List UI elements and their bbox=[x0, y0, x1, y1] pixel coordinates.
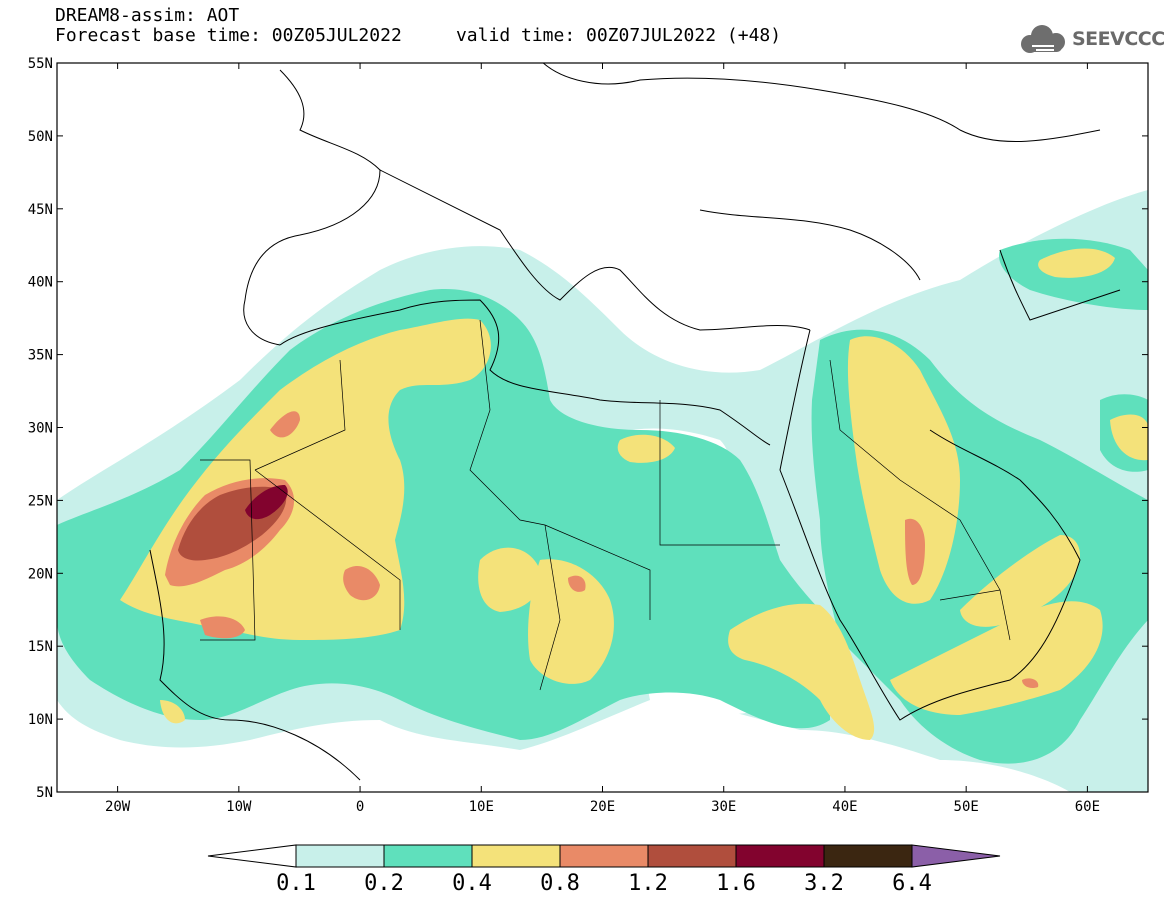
latitude-labels: 55N 50N 45N 40N 35N 30N 25N 20N 15N 10N 5N bbox=[28, 56, 53, 801]
colorbar-segment bbox=[383, 844, 473, 868]
longitude-labels: 20W 10W 0 10E 20E 30E 40E 50E 60E bbox=[105, 799, 1100, 815]
lat-label: 40N bbox=[28, 275, 53, 291]
lon-label: 50E bbox=[954, 799, 979, 815]
colorbar-level-label: 1.6 bbox=[716, 871, 756, 896]
lat-label: 10N bbox=[28, 712, 53, 728]
title-line-2: Forecast base time: 00Z05JUL2022 valid t… bbox=[55, 25, 782, 46]
colorbar-min-arrow bbox=[207, 844, 297, 868]
axis-ticks bbox=[57, 62, 1148, 793]
lon-label: 20W bbox=[105, 799, 131, 815]
lat-label: 35N bbox=[28, 348, 53, 364]
lat-label: 50N bbox=[28, 129, 53, 145]
lon-label: 40E bbox=[832, 799, 857, 815]
colorbar-level-label: 6.4 bbox=[892, 871, 932, 896]
colorbar-segment bbox=[559, 844, 649, 868]
seevccc-logo: SEEVCCC bbox=[1072, 28, 1165, 50]
cloud-icon bbox=[1021, 25, 1065, 53]
colorbar-segment bbox=[471, 844, 561, 868]
lon-label: 10E bbox=[469, 799, 494, 815]
colorbar-level-label: 0.1 bbox=[276, 871, 316, 896]
lon-label: 0 bbox=[356, 799, 364, 815]
lat-label: 25N bbox=[28, 493, 53, 509]
colorbar bbox=[207, 844, 1001, 868]
lat-label: 5N bbox=[36, 785, 53, 801]
lon-label: 10W bbox=[226, 799, 252, 815]
lat-label: 15N bbox=[28, 639, 53, 655]
lon-label: 30E bbox=[711, 799, 736, 815]
colorbar-segment bbox=[823, 844, 913, 868]
lat-label: 20N bbox=[28, 566, 53, 582]
colorbar-level-label: 0.4 bbox=[452, 871, 492, 896]
lon-label: 20E bbox=[590, 799, 615, 815]
colorbar-max-arrow bbox=[911, 844, 1001, 868]
colorbar-segment bbox=[295, 844, 385, 868]
country-borders bbox=[200, 319, 1011, 691]
lat-label: 55N bbox=[28, 56, 53, 72]
colorbar-segment bbox=[647, 844, 737, 868]
aot-field bbox=[57, 190, 1148, 792]
title-line-1: DREAM8-assim: AOT bbox=[55, 5, 240, 26]
colorbar-level-label: 1.2 bbox=[628, 871, 668, 896]
colorbar-segment bbox=[735, 844, 825, 868]
colorbar-level-label: 3.2 bbox=[804, 871, 844, 896]
coastlines bbox=[149, 63, 1121, 781]
lat-label: 30N bbox=[28, 421, 53, 437]
lat-label: 45N bbox=[28, 202, 53, 218]
colorbar-level-label: 0.2 bbox=[364, 871, 404, 896]
colorbar-level-label: 0.8 bbox=[540, 871, 580, 896]
lon-label: 60E bbox=[1075, 799, 1100, 815]
